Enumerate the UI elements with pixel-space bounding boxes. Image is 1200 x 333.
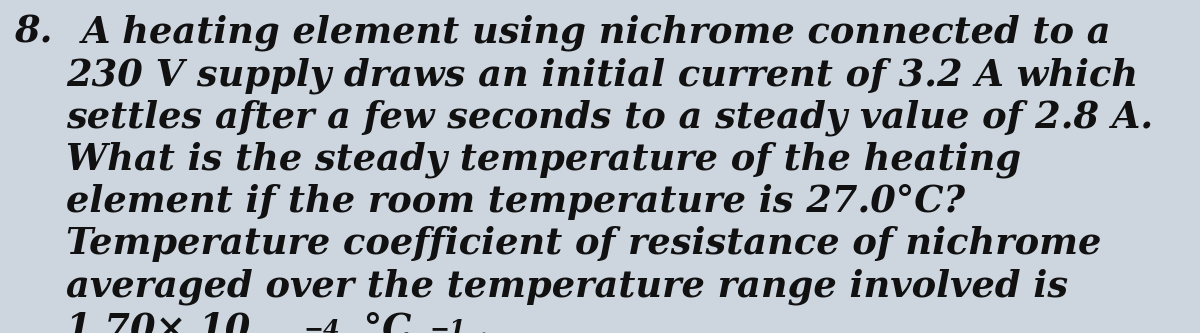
Text: What is the steady temperature of the heating: What is the steady temperature of the he…	[66, 142, 1021, 178]
Text: 1.70× 10: 1.70× 10	[66, 311, 251, 333]
Text: Temperature coefficient of resistance of nichrome: Temperature coefficient of resistance of…	[66, 226, 1102, 262]
Text: −4: −4	[304, 318, 341, 333]
Text: 230 V supply draws an initial current of 3.2 A which: 230 V supply draws an initial current of…	[66, 57, 1138, 94]
Text: −1: −1	[430, 318, 466, 333]
Text: averaged over the temperature range involved is: averaged over the temperature range invo…	[66, 269, 1068, 305]
Text: A heating element using nichrome connected to a: A heating element using nichrome connect…	[82, 15, 1111, 52]
Text: element if the room temperature is 27.0°C?: element if the room temperature is 27.0°…	[66, 184, 965, 220]
Text: 8.: 8.	[14, 15, 53, 51]
Text: settles after a few seconds to a steady value of 2.8 A.: settles after a few seconds to a steady …	[66, 100, 1153, 136]
Text: °C: °C	[352, 311, 412, 333]
Text: .: .	[476, 311, 490, 333]
